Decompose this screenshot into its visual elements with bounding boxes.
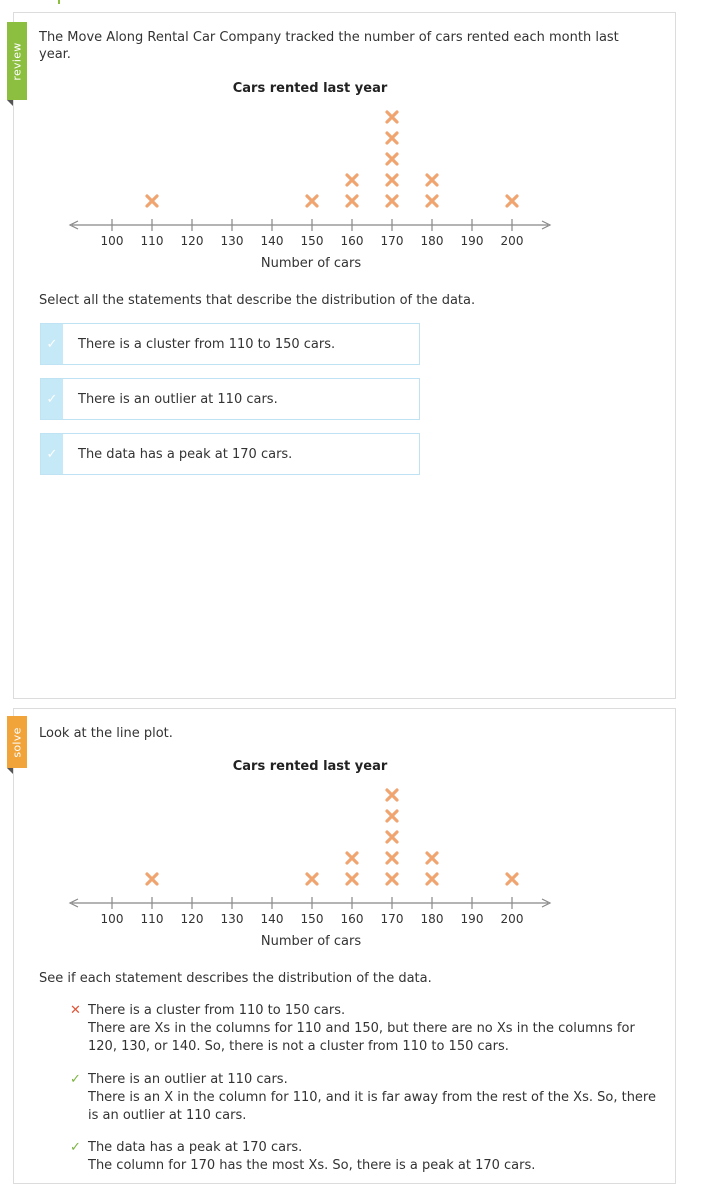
- x-tick-label: 170: [381, 234, 404, 248]
- choice-label: There is a cluster from 110 to 150 cars.: [78, 336, 336, 352]
- choice-outlier[interactable]: ✓ There is an outlier at 110 cars.: [40, 378, 420, 420]
- x-mark: [385, 131, 399, 145]
- choice-cluster[interactable]: ✓ There is a cluster from 110 to 150 car…: [40, 323, 420, 365]
- x-mark: [385, 872, 399, 886]
- x-mark: [145, 194, 159, 208]
- x-tick-label: 100: [101, 234, 124, 248]
- x-tick-label: 140: [261, 234, 284, 248]
- review-tab-fold: [7, 100, 13, 106]
- checkbox-checked-icon[interactable]: ✓: [41, 379, 63, 419]
- x-tick-label: 190: [461, 912, 484, 926]
- axis-arrow-left-icon: [68, 898, 79, 908]
- axis-arrow-left-icon: [68, 220, 79, 230]
- review-line-plot: 100 110 120 130 140 150 160 170 180 190 200: [68, 110, 552, 248]
- x-tick-label: 180: [421, 912, 444, 926]
- x-mark: [425, 194, 439, 208]
- x-tick-label: 160: [341, 912, 364, 926]
- x-tick-label: 130: [221, 912, 244, 926]
- x-tick-label: 160: [341, 234, 364, 248]
- solve-chart-title: Cars rented last year: [232, 759, 388, 774]
- x-mark: [425, 173, 439, 187]
- solve-line-plot: 100 110 120 130 140 150 160 170 180 190 200: [68, 788, 552, 926]
- checkbox-checked-icon[interactable]: ✓: [41, 324, 63, 364]
- review-tab: review: [7, 22, 27, 100]
- solve-tab: solve: [7, 716, 27, 768]
- x-mark: [385, 194, 399, 208]
- explanation-reason: The column for 170 has the most Xs. So, …: [88, 1158, 536, 1173]
- review-instruction: Select all the statements that describe …: [39, 293, 476, 308]
- explanation-statement: There is a cluster from 110 to 150 cars.: [88, 1003, 346, 1018]
- x-tick-label: 150: [301, 912, 324, 926]
- x-tick-label: 110: [141, 912, 164, 926]
- solve-x-axis-title: Number of cars: [260, 934, 362, 949]
- explanation-reason: There is an X in the column for 110, and…: [88, 1090, 656, 1123]
- explanation-outlier: ✓ There is an outlier at 110 cars. There …: [70, 1071, 660, 1125]
- x-mark: [145, 872, 159, 886]
- x-mark: [505, 194, 519, 208]
- explanation-peak: ✓ The data has a peak at 170 cars. The co…: [70, 1139, 660, 1175]
- review-prompt: The Move Along Rental Car Company tracke…: [39, 30, 619, 62]
- x-mark: [385, 173, 399, 187]
- x-mark: [425, 872, 439, 886]
- correct-check-icon: ✓: [70, 1072, 81, 1087]
- x-tick-label: 130: [221, 234, 244, 248]
- solve-instruction: See if each statement describes the dist…: [39, 971, 432, 986]
- axis-arrow-right-icon: [541, 898, 552, 908]
- solve-tab-fold: [7, 768, 13, 774]
- top-accent: [58, 0, 60, 4]
- solve-panel: [13, 708, 676, 1184]
- x-mark: [305, 194, 319, 208]
- axis-arrow-right-icon: [541, 220, 552, 230]
- x-mark: [385, 152, 399, 166]
- x-tick-label: 100: [101, 912, 124, 926]
- x-tick-label: 190: [461, 234, 484, 248]
- checkbox-checked-icon[interactable]: ✓: [41, 434, 63, 474]
- x-tick-label: 120: [181, 234, 204, 248]
- choice-peak[interactable]: ✓ The data has a peak at 170 cars.: [40, 433, 420, 475]
- x-mark: [345, 173, 359, 187]
- explanation-cluster: ✕ There is a cluster from 110 to 150 cars…: [70, 1002, 660, 1056]
- x-mark: [345, 194, 359, 208]
- solve-prompt: Look at the line plot.: [39, 726, 173, 741]
- x-mark: [385, 830, 399, 844]
- x-tick-label: 170: [381, 912, 404, 926]
- x-mark: [385, 110, 399, 124]
- x-tick-label: 140: [261, 912, 284, 926]
- x-tick-label: 180: [421, 234, 444, 248]
- review-x-axis-title: Number of cars: [260, 256, 362, 271]
- x-mark: [345, 872, 359, 886]
- x-mark: [385, 851, 399, 865]
- x-mark: [425, 851, 439, 865]
- explanation-reason: There are Xs in the columns for 110 and …: [88, 1021, 635, 1054]
- x-tick-label: 120: [181, 912, 204, 926]
- x-mark: [345, 851, 359, 865]
- x-tick-label: 150: [301, 234, 324, 248]
- review-chart-title: Cars rented last year: [232, 81, 388, 96]
- x-tick-label: 200: [501, 234, 524, 248]
- choice-label: The data has a peak at 170 cars.: [78, 446, 293, 462]
- explanation-statement: There is an outlier at 110 cars.: [88, 1072, 288, 1087]
- x-mark: [385, 788, 399, 802]
- x-tick-label: 200: [501, 912, 524, 926]
- x-mark: [305, 872, 319, 886]
- choice-label: There is an outlier at 110 cars.: [78, 391, 278, 407]
- x-mark: [385, 809, 399, 823]
- correct-check-icon: ✓: [70, 1140, 81, 1155]
- x-mark: [505, 872, 519, 886]
- x-tick-label: 110: [141, 234, 164, 248]
- explanation-statement: The data has a peak at 170 cars.: [88, 1140, 303, 1155]
- incorrect-x-icon: ✕: [70, 1003, 81, 1018]
